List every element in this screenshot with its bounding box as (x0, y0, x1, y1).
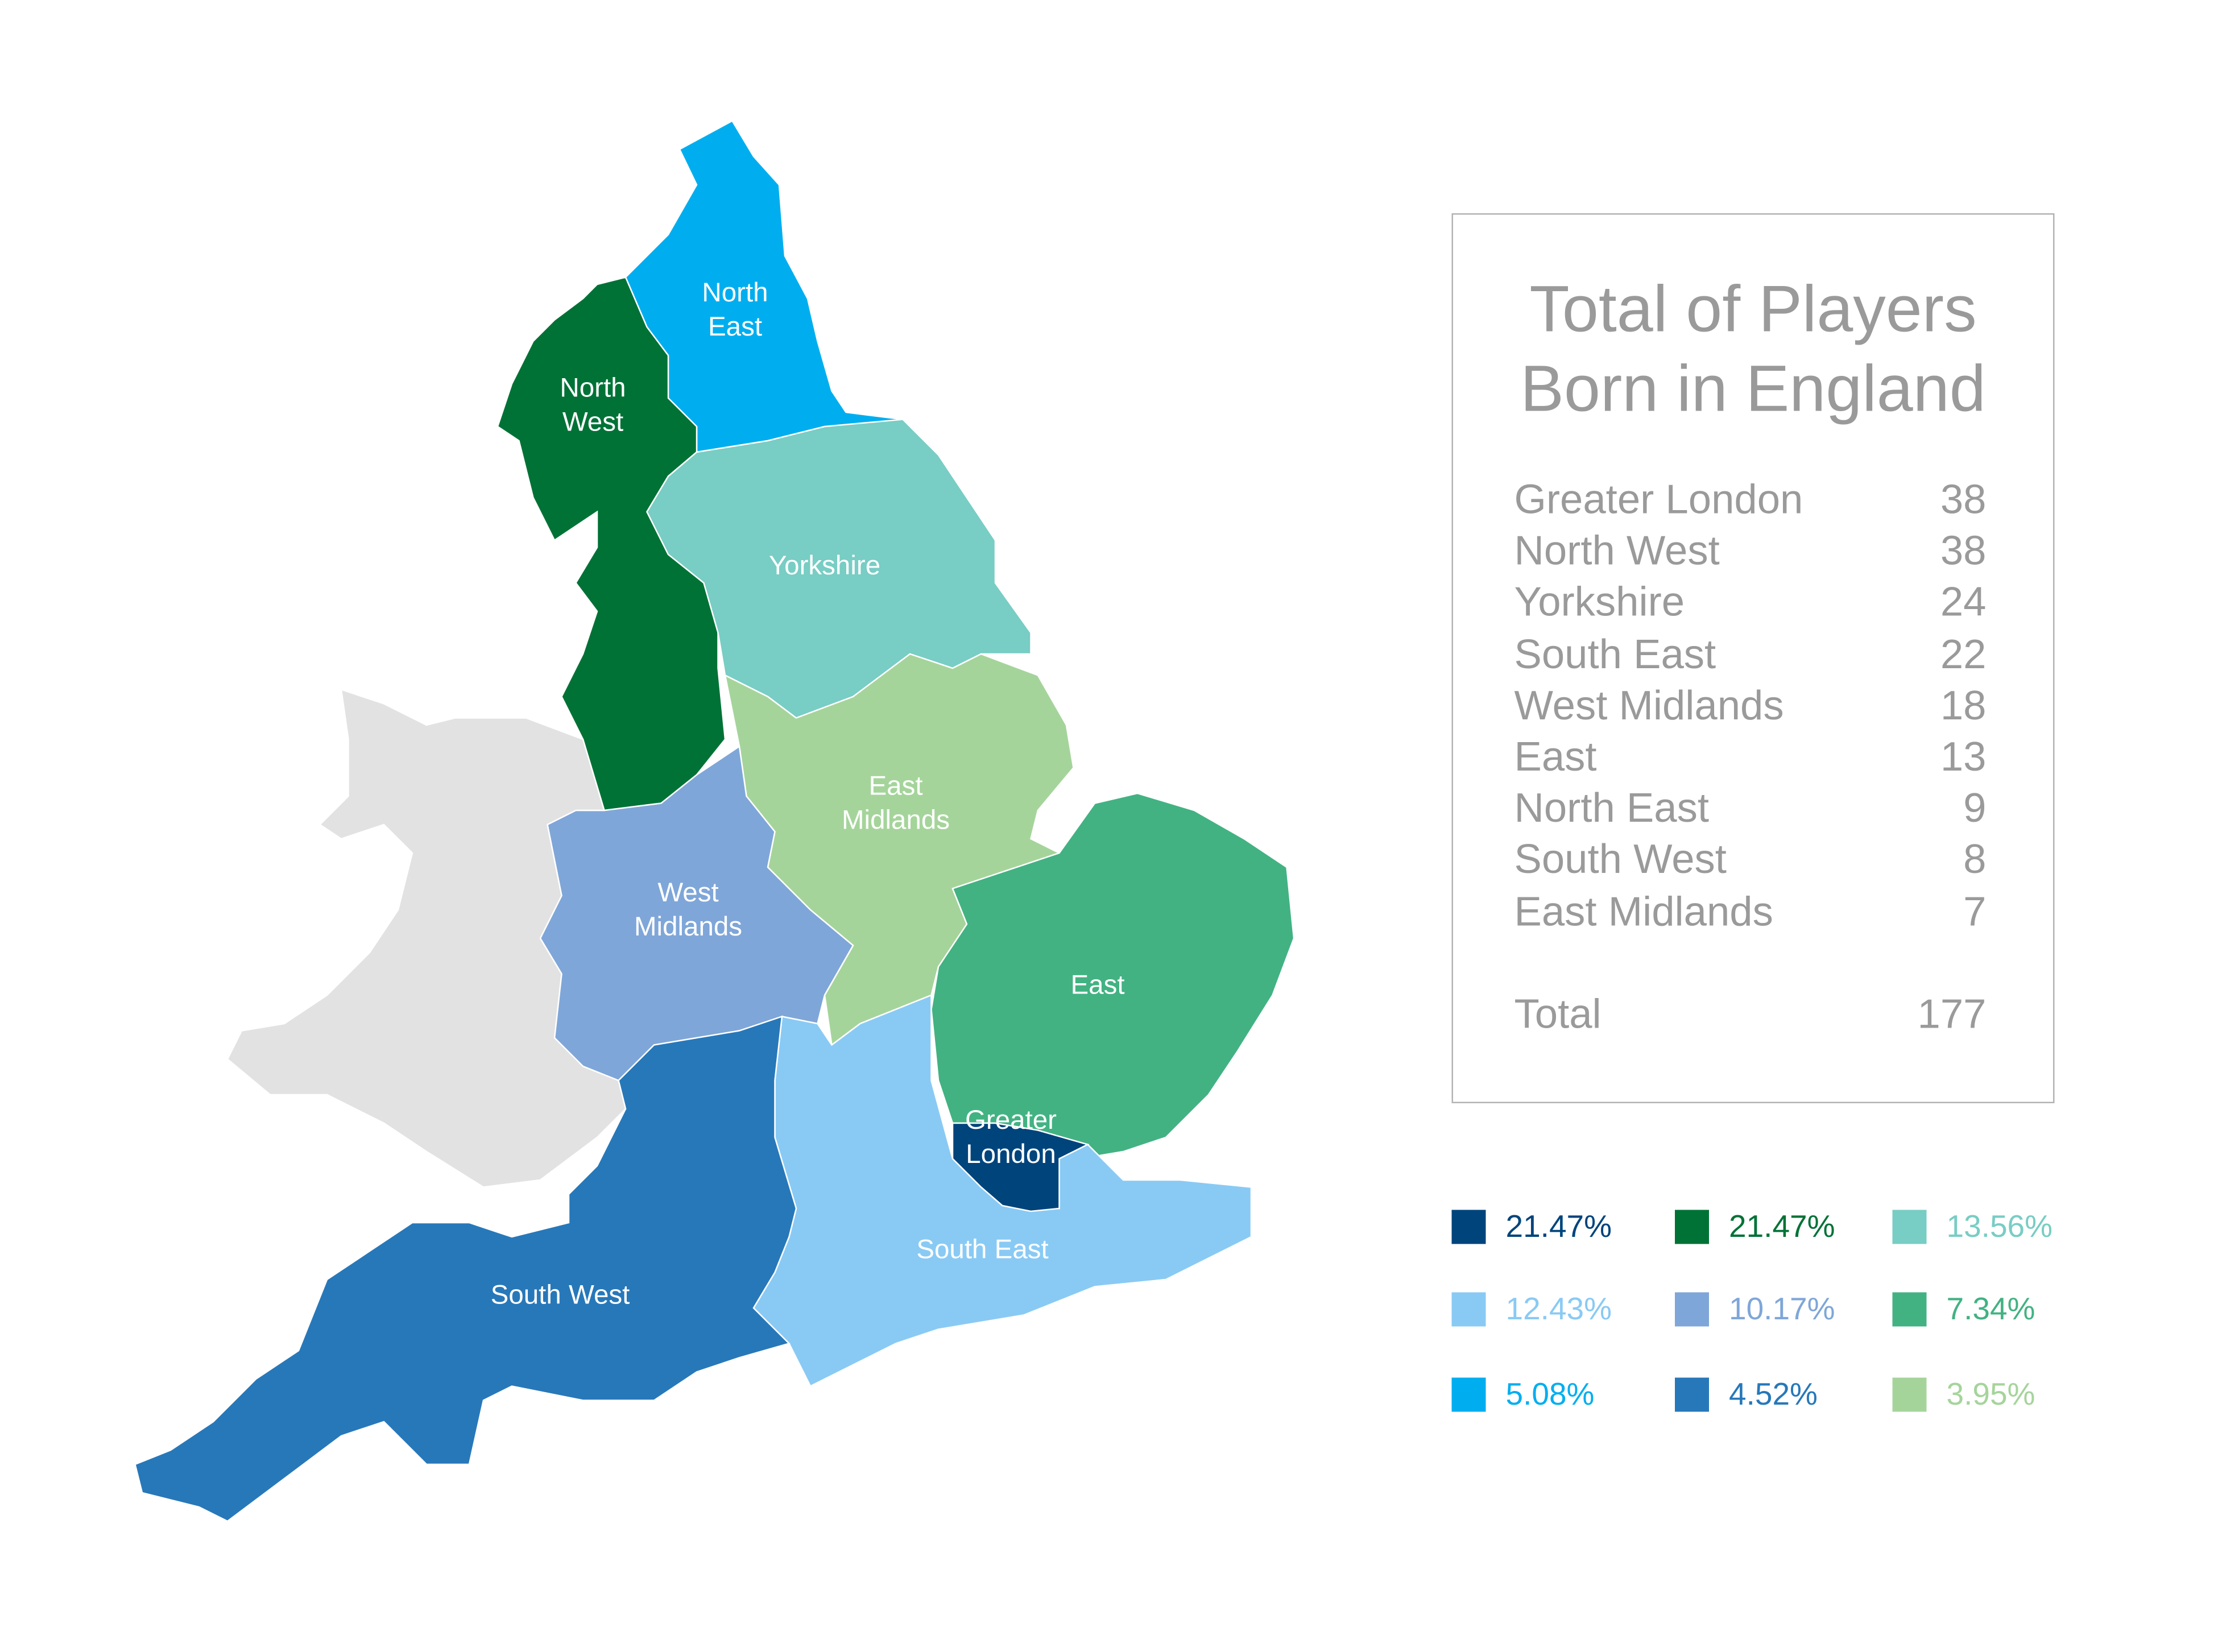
region-label-east: East (1070, 970, 1124, 1000)
panel-title: Total of Players Born in England (1453, 269, 2053, 428)
player-count: 9 (1963, 786, 1987, 832)
region-label-north-west: North West (560, 373, 626, 437)
legend-swatch (1675, 1292, 1709, 1327)
totals-panel: Total of Players Born in England Greater… (1451, 213, 2055, 1103)
region-name: Yorkshire (1514, 580, 1685, 626)
table-row: North West 38 (1514, 526, 1987, 577)
region-name: East (1514, 735, 1597, 781)
region-name: East Midlands (1514, 889, 1773, 935)
legend-percent: 4.52% (1729, 1376, 1818, 1412)
region-wales (226, 688, 627, 1188)
legend-percent: 3.95% (1946, 1376, 2035, 1412)
region-label-line: East (708, 312, 762, 342)
table-row: South East 22 (1514, 629, 1987, 680)
legend-swatch (1451, 1377, 1486, 1412)
region-label-line: West (562, 407, 623, 437)
table-row: South West 8 (1514, 835, 1987, 886)
region-label-north-east: North East (702, 278, 768, 342)
legend-swatch (1892, 1377, 1927, 1412)
region-name: South East (1514, 632, 1716, 678)
table-row: Yorkshire 24 (1514, 578, 1987, 629)
table-row: West Midlands 18 (1514, 681, 1987, 732)
region-label-line: South East (916, 1235, 1048, 1265)
region-name: North East (1514, 786, 1710, 832)
region-label-line: Midlands (634, 912, 742, 942)
table-row: East 13 (1514, 732, 1987, 784)
table-row: North East 9 (1514, 784, 1987, 835)
player-count: 7 (1963, 889, 1987, 935)
region-name: West Midlands (1514, 683, 1784, 729)
total-label: Total (1514, 992, 1602, 1038)
total-row: Total 177 (1514, 989, 1987, 1041)
player-count: 24 (1940, 580, 1987, 626)
region-label-west-midlands: West Midlands (634, 877, 742, 942)
title-line-1: Total of Players (1529, 271, 1977, 346)
table-row: East Midlands 7 (1514, 887, 1987, 938)
player-count: 13 (1940, 735, 1987, 781)
legend-swatch (1451, 1210, 1486, 1244)
region-name: South West (1514, 838, 1727, 884)
region-south-west (134, 1015, 797, 1522)
legend-swatch (1451, 1292, 1486, 1327)
region-label-line: East (868, 771, 922, 801)
region-label-line: Greater (965, 1105, 1057, 1135)
region-label-line: South West (491, 1280, 630, 1310)
region-name: Greater London (1514, 478, 1803, 523)
region-label-greater-london: Greater London (965, 1105, 1057, 1169)
region-label-south-west: South West (491, 1280, 630, 1310)
player-count: 38 (1940, 529, 1987, 575)
region-label-line: Midlands (842, 805, 950, 835)
region-label-line: East (1070, 970, 1124, 1000)
region-label-yorkshire: Yorkshire (769, 550, 880, 581)
legend-swatch (1892, 1292, 1927, 1327)
player-count: 18 (1940, 683, 1987, 729)
legend-percent: 10.17% (1729, 1291, 1835, 1327)
player-count: 22 (1940, 632, 1987, 678)
legend-percent: 7.34% (1946, 1291, 2035, 1327)
region-label-line: North (702, 278, 768, 308)
legend-percent: 5.08% (1505, 1376, 1595, 1412)
legend-percent: 21.47% (1729, 1208, 1835, 1244)
title-line-2: Born in England (1520, 351, 1986, 425)
legend-swatch (1892, 1210, 1927, 1244)
table-row: Greater London 38 (1514, 475, 1987, 526)
region-label-line: North (560, 373, 626, 403)
legend-swatch (1675, 1210, 1709, 1244)
region-east (930, 792, 1295, 1160)
region-label-east-midlands: East Midlands (842, 771, 950, 835)
region-label-line: London (966, 1139, 1056, 1169)
region-label-south-east: South East (916, 1235, 1048, 1265)
region-label-line: Yorkshire (769, 550, 880, 581)
player-count: 38 (1940, 478, 1987, 523)
region-greater-london (951, 1122, 1090, 1212)
region-name: North West (1514, 529, 1720, 575)
legend-swatch (1675, 1377, 1709, 1412)
player-count: 8 (1963, 838, 1987, 884)
legend-percent: 21.47% (1505, 1208, 1612, 1244)
legend-percent: 13.56% (1946, 1208, 2053, 1244)
region-label-line: West (657, 877, 718, 908)
total-value: 177 (1917, 992, 1987, 1038)
legend-percent: 12.43% (1505, 1291, 1612, 1327)
